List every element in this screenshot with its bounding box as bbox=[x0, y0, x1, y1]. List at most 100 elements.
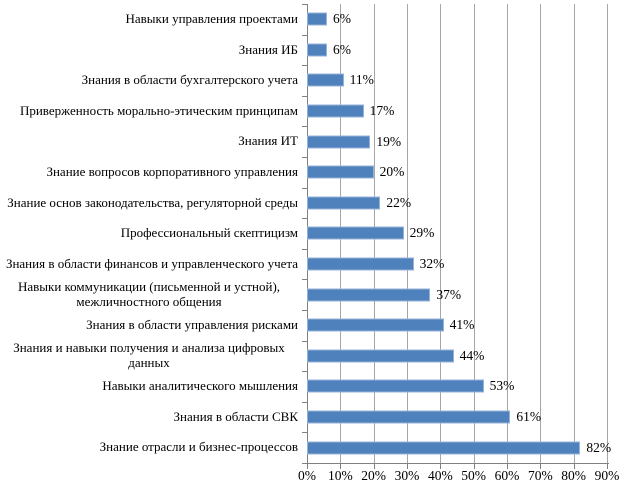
value-label: 29% bbox=[409, 225, 435, 241]
bar bbox=[307, 196, 381, 210]
value-axis-tick-label: 30% bbox=[394, 468, 420, 483]
value-label: 41% bbox=[449, 317, 475, 333]
category-axis-tick bbox=[302, 187, 307, 189]
category-label-cell: Знания ИТ bbox=[0, 134, 307, 149]
category-axis-tick bbox=[302, 401, 307, 403]
category-label-cell: Знания в области финансов и управленческ… bbox=[0, 255, 307, 272]
bar-track: 20% bbox=[307, 157, 607, 188]
category-label: Знания в области финансов и управленческ… bbox=[5, 255, 298, 271]
bar bbox=[307, 349, 454, 363]
value-axis-tick-label: 70% bbox=[527, 468, 553, 483]
gridline bbox=[607, 4, 608, 463]
category-label: Приверженность морально-этическим принци… bbox=[19, 102, 298, 118]
bar-rows: Навыки управления проектами 6% Знания ИБ 6%… bbox=[0, 4, 611, 463]
bar bbox=[307, 410, 511, 424]
category-axis-tick bbox=[302, 432, 307, 434]
gridline bbox=[440, 4, 442, 463]
category-label: Навыки аналитического мышления bbox=[102, 378, 298, 394]
value-axis-tick bbox=[340, 464, 342, 469]
category-label-cell: Приверженность морально-этическим принци… bbox=[0, 102, 307, 119]
value-label: 20% bbox=[379, 164, 405, 180]
bar bbox=[307, 104, 364, 118]
bar-row: Знание отрасли и бизнес-процессов 82% bbox=[0, 432, 611, 463]
category-label: Профессиональный скептицизм bbox=[120, 225, 298, 241]
bar-track: 11% bbox=[307, 65, 607, 96]
value-axis-tick-label: 50% bbox=[461, 468, 487, 483]
bar bbox=[307, 12, 327, 26]
bar-track: 6% bbox=[307, 4, 607, 35]
value-axis-tick-label: 10% bbox=[327, 468, 353, 483]
bar-row: Навыки управления проектами 6% bbox=[0, 4, 607, 35]
bar-row: Профессиональный скептицизм 29% bbox=[0, 218, 607, 249]
value-label: 6% bbox=[332, 11, 351, 27]
value-axis-tick bbox=[540, 464, 542, 469]
category-axis-tick bbox=[302, 157, 307, 158]
value-axis-labels: 0% 10% 20% 30% 40% 50% 60% 70% 80% 90% bbox=[298, 468, 619, 486]
bar-track: 37% bbox=[307, 279, 607, 310]
bar-track: 6% bbox=[307, 35, 607, 66]
bar bbox=[307, 288, 431, 302]
value-axis-tick bbox=[373, 464, 375, 469]
category-label: Знания и навыки получения и анализа цифр… bbox=[13, 340, 285, 370]
value-axis-tick bbox=[507, 464, 508, 469]
bar-track: 22% bbox=[307, 188, 607, 219]
bar-row: Навыки коммуникации (письменной и устной… bbox=[0, 279, 607, 310]
bar-track: 29% bbox=[307, 218, 607, 249]
value-axis-tick bbox=[307, 464, 308, 469]
category-label-cell: Знания и навыки получения и анализа цифр… bbox=[0, 341, 307, 370]
value-axis-tick bbox=[473, 464, 475, 469]
bar-row: Навыки аналитического мышления 53% bbox=[0, 371, 607, 402]
category-axis-tick bbox=[302, 65, 307, 67]
category-axis-tick bbox=[302, 371, 307, 373]
category-label: Знание основ законодательства, регулятор… bbox=[7, 194, 298, 210]
gridline bbox=[473, 4, 475, 463]
category-label: Знание отрасли и бизнес-процессов bbox=[99, 439, 298, 455]
bar-track: 82% bbox=[307, 432, 611, 463]
value-axis-tick-label: 80% bbox=[561, 468, 587, 483]
value-label: 17% bbox=[369, 103, 395, 119]
value-label: 6% bbox=[332, 41, 351, 57]
category-label-cell: Знание основ законодательства, регулятор… bbox=[0, 194, 307, 211]
gridline bbox=[573, 4, 575, 463]
bar bbox=[307, 73, 344, 87]
bar-row: Знания в области СВК 61% bbox=[0, 402, 607, 433]
bar-track: 53% bbox=[307, 371, 607, 402]
category-label: Знания в области управления рисками bbox=[86, 316, 298, 332]
category-axis-tick bbox=[302, 4, 307, 5]
bar bbox=[307, 379, 484, 393]
value-label: 37% bbox=[436, 286, 462, 302]
category-axis-tick bbox=[302, 310, 307, 311]
bar-row: Знания и навыки получения и анализа цифр… bbox=[0, 341, 607, 372]
bar-row: Знания ИТ 19% bbox=[0, 126, 607, 157]
category-label: Знание вопросов корпоративного управлени… bbox=[46, 164, 298, 180]
value-axis-tick-label: 60% bbox=[494, 468, 520, 483]
bar-track: 41% bbox=[307, 310, 607, 341]
value-axis-tick bbox=[607, 464, 608, 469]
bar-track: 17% bbox=[307, 96, 607, 127]
category-label-cell: Навыки коммуникации (письменной и устной… bbox=[0, 279, 307, 309]
value-label: 19% bbox=[376, 133, 402, 149]
value-label: 32% bbox=[419, 256, 445, 272]
value-axis-tick bbox=[440, 464, 442, 469]
category-label-cell: Навыки аналитического мышления bbox=[0, 379, 307, 394]
category-label: Навыки коммуникации (письменной и устной… bbox=[17, 279, 281, 309]
bar bbox=[307, 43, 327, 57]
bar-row: Знание основ законодательства, регулятор… bbox=[0, 188, 607, 219]
bar-row: Знания в области управления рисками 41% bbox=[0, 310, 607, 341]
category-axis-tick bbox=[302, 95, 307, 97]
category-axis-tick bbox=[302, 463, 307, 464]
bar-row: Знания в области бухгалтерского учета 11% bbox=[0, 65, 607, 96]
value-label: 44% bbox=[459, 347, 485, 363]
value-label: 53% bbox=[489, 378, 515, 394]
value-axis-tick-label: 90% bbox=[594, 468, 620, 483]
category-label-cell: Знания в области управления рисками bbox=[0, 316, 307, 333]
bar bbox=[307, 165, 374, 179]
category-label-cell: Знание вопросов корпоративного управлени… bbox=[0, 165, 307, 180]
value-axis-line bbox=[303, 463, 609, 464]
bar-row: Знания ИБ 6% bbox=[0, 35, 607, 66]
category-label: Знания ИБ bbox=[238, 41, 298, 57]
bar bbox=[307, 226, 404, 240]
bar-row: Приверженность морально-этическим принци… bbox=[0, 96, 607, 127]
bar-row: Знание вопросов корпоративного управлени… bbox=[0, 157, 607, 188]
